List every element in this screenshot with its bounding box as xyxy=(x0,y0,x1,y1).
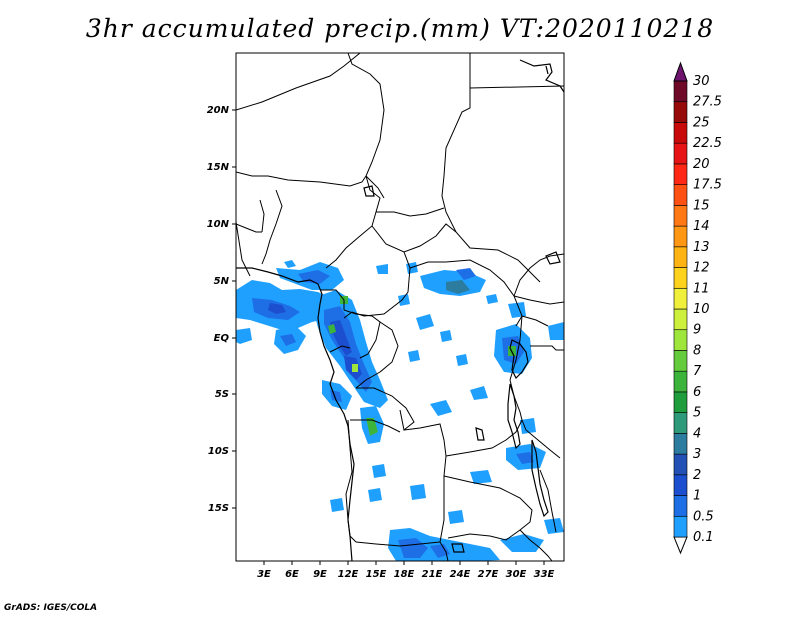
lon-label: 30E xyxy=(506,569,527,580)
colorbar-label: 3 xyxy=(693,447,701,462)
colorbar-label: 2 xyxy=(693,468,701,483)
colorbar-box xyxy=(673,391,688,413)
lat-label: 20N xyxy=(207,105,230,116)
colorbar-box xyxy=(673,453,688,476)
lon-label: 18E xyxy=(394,569,415,580)
colorbar-label: 11 xyxy=(693,281,710,296)
colorbar-min-triangle xyxy=(673,536,688,555)
colorbar-box xyxy=(673,412,688,434)
lon-label: 33E xyxy=(534,569,555,580)
lat-label: 10S xyxy=(208,446,229,457)
chart-title: 3hr accumulated precip.(mm) VT:202011021… xyxy=(85,14,715,43)
lon-label: 12E xyxy=(338,569,359,580)
colorbar-label: 0.5 xyxy=(693,509,714,524)
colorbar-box xyxy=(673,329,688,351)
lat-label: 15S xyxy=(208,503,229,514)
colorbar-label: 4 xyxy=(693,426,701,441)
lon-labels: 3E 6E 9E 12E 15E 18E 21E 24E 27E 30E 33E xyxy=(257,569,554,580)
colorbar-label: 9 xyxy=(693,323,701,338)
colorbar-label: 17.5 xyxy=(693,178,722,193)
lon-label: 3E xyxy=(257,569,271,580)
lon-label: 24E xyxy=(450,569,471,580)
colorbar-label: 13 xyxy=(693,240,710,255)
lakes xyxy=(363,185,561,553)
colorbar-label: 14 xyxy=(693,219,710,234)
colorbar-box xyxy=(673,205,688,227)
lat-label: 5S xyxy=(215,389,229,400)
colorbar-box xyxy=(673,142,688,165)
colorbar-label: 25 xyxy=(693,115,710,130)
colorbar-label: 10 xyxy=(693,302,710,317)
colorbar-label: 1 xyxy=(693,489,701,504)
colorbar-box xyxy=(673,225,688,248)
credit-text: GrADS: IGES/COLA xyxy=(4,603,98,613)
coastline xyxy=(236,59,564,561)
colorbar-box xyxy=(673,101,688,123)
colorbar-label: 30 xyxy=(693,74,710,89)
lat-label: 5N xyxy=(214,276,230,287)
colorbar-box xyxy=(673,515,688,538)
colorbar-max-triangle xyxy=(673,61,688,82)
colorbar-box xyxy=(673,433,688,455)
lon-ticks xyxy=(263,561,545,565)
lon-label: 21E xyxy=(422,569,443,580)
colorbar-label: 27.5 xyxy=(693,95,722,110)
colorbar-box xyxy=(673,370,688,393)
colorbar-box xyxy=(673,350,688,372)
lat-label: 15N xyxy=(207,162,230,173)
lat-ticks xyxy=(232,109,236,509)
colorbar-box xyxy=(673,267,688,289)
lat-label: EQ xyxy=(214,333,230,344)
colorbar-label: 6 xyxy=(693,385,701,400)
lat-label: 10N xyxy=(207,219,230,230)
colorbar-box xyxy=(673,308,688,331)
colorbar-box xyxy=(673,246,688,268)
colorbar-label: 0.1 xyxy=(693,530,714,545)
colorbar-box xyxy=(673,474,688,496)
colorbar-label: 12 xyxy=(693,261,710,276)
colorbar-label: 8 xyxy=(693,343,701,358)
colorbar-label: 22.5 xyxy=(693,136,722,151)
colorbar-label: 7 xyxy=(693,364,702,379)
colorbar-label: 20 xyxy=(693,157,710,172)
lon-label: 15E xyxy=(366,569,387,580)
lon-label: 27E xyxy=(478,569,499,580)
colorbar-label: 15 xyxy=(693,198,710,213)
colorbar-label: 5 xyxy=(693,406,701,421)
colorbar-box xyxy=(673,122,688,144)
lon-label: 6E xyxy=(285,569,299,580)
colorbar-box xyxy=(673,287,688,310)
colorbar-box xyxy=(673,80,688,103)
colorbar-box xyxy=(673,184,688,206)
lat-labels: 20N 15N 10N 5N EQ 5S 10S 15S xyxy=(207,105,230,514)
lon-label: 9E xyxy=(313,569,327,580)
colorbar-box xyxy=(673,495,688,517)
map-frame xyxy=(235,52,565,562)
colorbar: 0.10.512345678910111213141517.52022.5252… xyxy=(673,61,722,555)
colorbar-box xyxy=(673,163,688,185)
